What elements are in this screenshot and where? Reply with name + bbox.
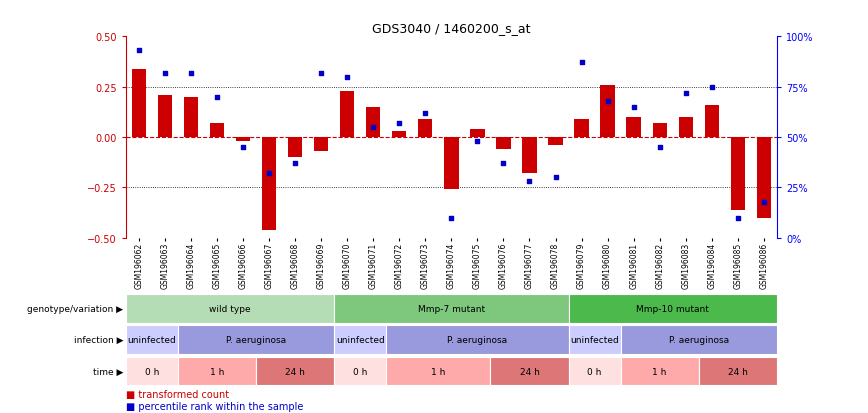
Bar [731, 138, 745, 210]
Point [210, 94, 224, 101]
Bar [366, 107, 380, 138]
Bar [386, 325, 569, 354]
Point [627, 104, 641, 111]
Bar [679, 118, 693, 138]
Text: 1 h: 1 h [653, 367, 667, 376]
Text: uninfected: uninfected [570, 335, 619, 344]
Point [262, 171, 276, 177]
Point [288, 161, 302, 167]
Text: P. aeruginosa: P. aeruginosa [226, 335, 286, 344]
Bar [256, 357, 334, 386]
Bar [705, 106, 719, 138]
Bar [496, 138, 510, 150]
Point [366, 124, 380, 131]
Bar [699, 357, 777, 386]
Text: time ▶: time ▶ [93, 367, 123, 376]
Text: 24 h: 24 h [286, 367, 305, 376]
Point [340, 74, 354, 81]
Bar [523, 138, 536, 174]
Text: Mmp-10 mutant: Mmp-10 mutant [636, 304, 709, 313]
Bar [126, 294, 334, 323]
Bar [132, 69, 146, 138]
Point [731, 215, 745, 221]
Bar [470, 130, 484, 138]
Bar [569, 357, 621, 386]
Bar [575, 120, 589, 138]
Point [158, 70, 172, 77]
Point [236, 145, 250, 151]
Title: GDS3040 / 1460200_s_at: GDS3040 / 1460200_s_at [372, 21, 530, 35]
Point [418, 110, 432, 117]
Bar [178, 357, 256, 386]
Point [444, 215, 458, 221]
Text: ■ transformed count: ■ transformed count [126, 389, 229, 399]
Bar [184, 97, 198, 138]
Point [314, 70, 328, 77]
Bar [653, 123, 667, 138]
Bar [288, 138, 302, 158]
Text: ■ percentile rank within the sample: ■ percentile rank within the sample [126, 401, 303, 411]
Text: 0 h: 0 h [588, 367, 602, 376]
Bar [627, 118, 641, 138]
Point [549, 175, 562, 181]
Bar [126, 357, 178, 386]
Bar [386, 357, 490, 386]
Bar [178, 325, 334, 354]
Text: infection ▶: infection ▶ [74, 335, 123, 344]
Bar [334, 325, 386, 354]
Bar [236, 138, 250, 142]
Text: P. aeruginosa: P. aeruginosa [668, 335, 729, 344]
Point [601, 98, 615, 105]
Text: 24 h: 24 h [520, 367, 539, 376]
Bar [126, 325, 178, 354]
Point [132, 48, 146, 55]
Bar [601, 85, 615, 138]
Text: wild type: wild type [209, 304, 251, 313]
Text: P. aeruginosa: P. aeruginosa [447, 335, 508, 344]
Text: uninfected: uninfected [336, 335, 385, 344]
Text: 0 h: 0 h [145, 367, 159, 376]
Bar [621, 325, 777, 354]
Text: 0 h: 0 h [353, 367, 367, 376]
Bar [210, 123, 224, 138]
Point [679, 90, 693, 97]
Point [757, 199, 771, 205]
Text: 1 h: 1 h [431, 367, 445, 376]
Point [575, 60, 589, 66]
Text: genotype/variation ▶: genotype/variation ▶ [27, 304, 123, 313]
Bar [490, 357, 569, 386]
Point [523, 179, 536, 185]
Bar [757, 138, 771, 218]
Text: 24 h: 24 h [728, 367, 747, 376]
Point [496, 161, 510, 167]
Bar [262, 138, 276, 230]
Bar [549, 138, 562, 146]
Text: Mmp-7 mutant: Mmp-7 mutant [418, 304, 485, 313]
Bar [392, 132, 406, 138]
Point [705, 84, 719, 91]
Point [184, 70, 198, 77]
Bar [334, 357, 386, 386]
Text: uninfected: uninfected [128, 335, 176, 344]
Text: 1 h: 1 h [210, 367, 224, 376]
Bar [569, 325, 621, 354]
Bar [444, 138, 458, 190]
Bar [334, 294, 569, 323]
Bar [340, 91, 354, 138]
Point [653, 145, 667, 151]
Bar [621, 357, 699, 386]
Bar [314, 138, 328, 152]
Bar [569, 294, 777, 323]
Point [470, 138, 484, 145]
Point [392, 120, 406, 127]
Bar [418, 120, 432, 138]
Bar [158, 95, 172, 138]
